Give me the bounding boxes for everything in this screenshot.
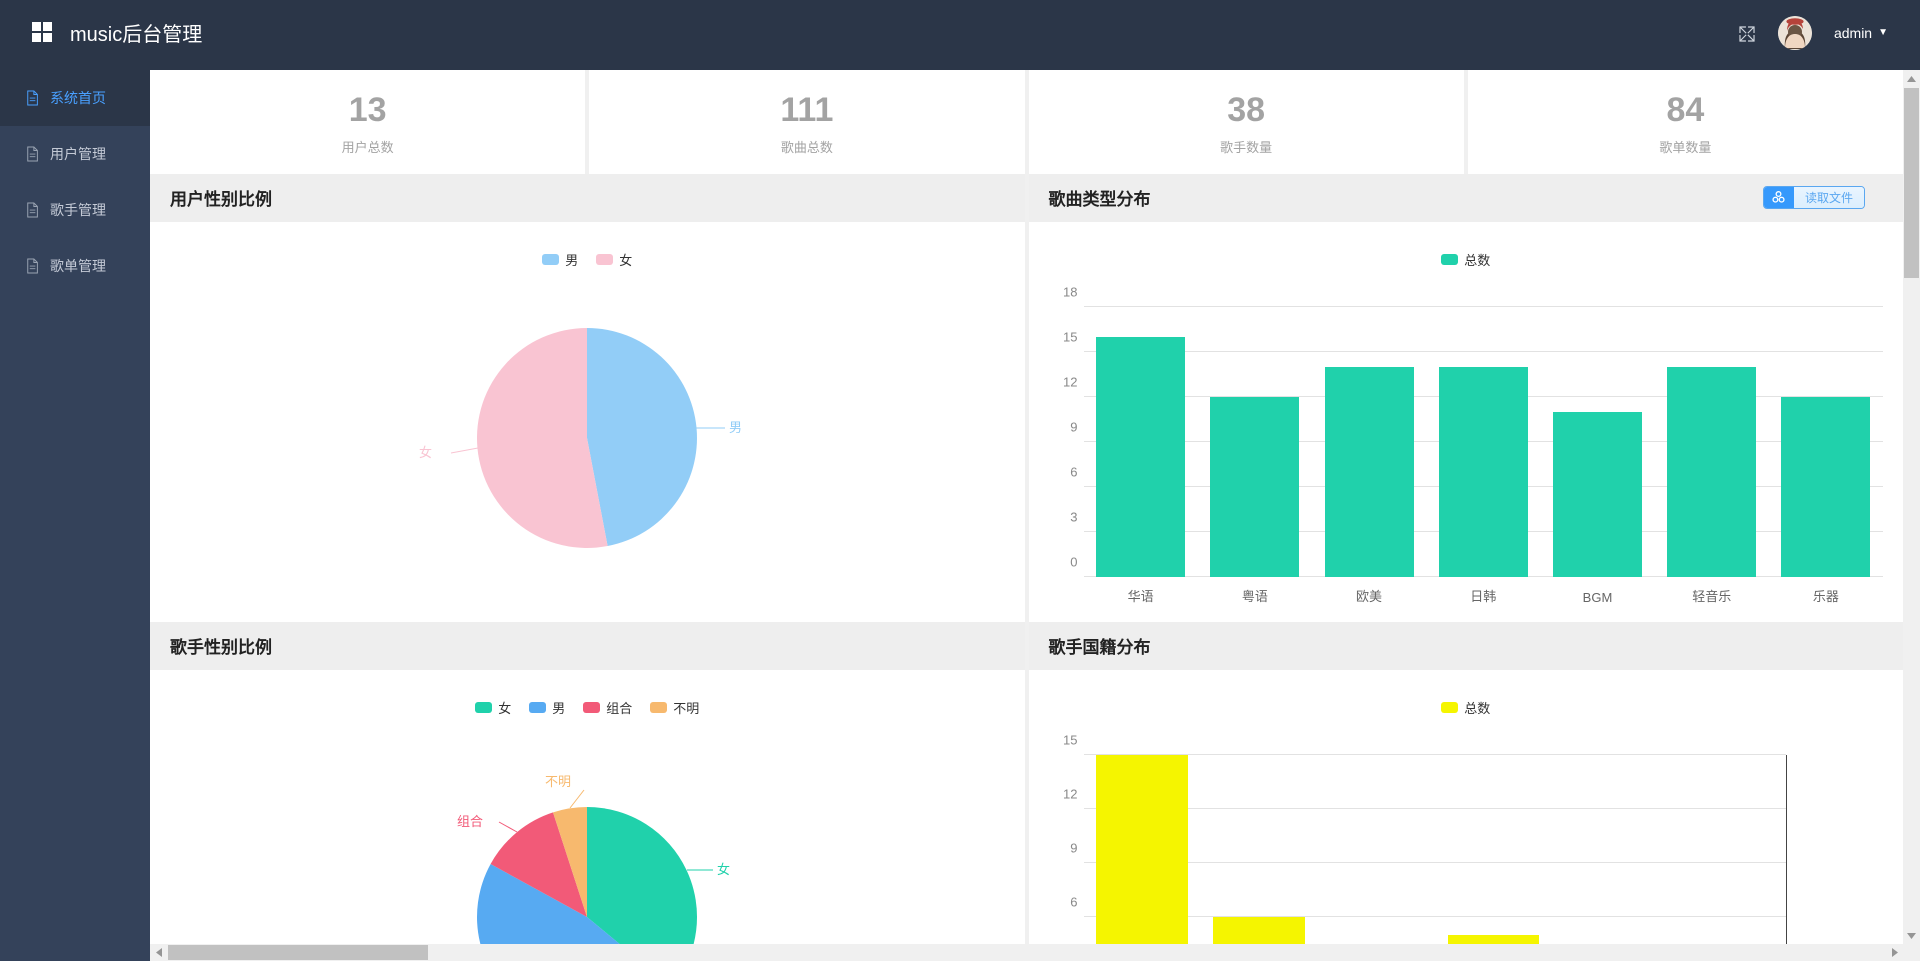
svg-text:男: 男 — [729, 420, 742, 435]
svg-text:不明: 不明 — [545, 774, 571, 789]
svg-text:女: 女 — [717, 862, 730, 877]
svg-text:组合: 组合 — [457, 814, 483, 829]
svg-text:女: 女 — [419, 445, 432, 460]
